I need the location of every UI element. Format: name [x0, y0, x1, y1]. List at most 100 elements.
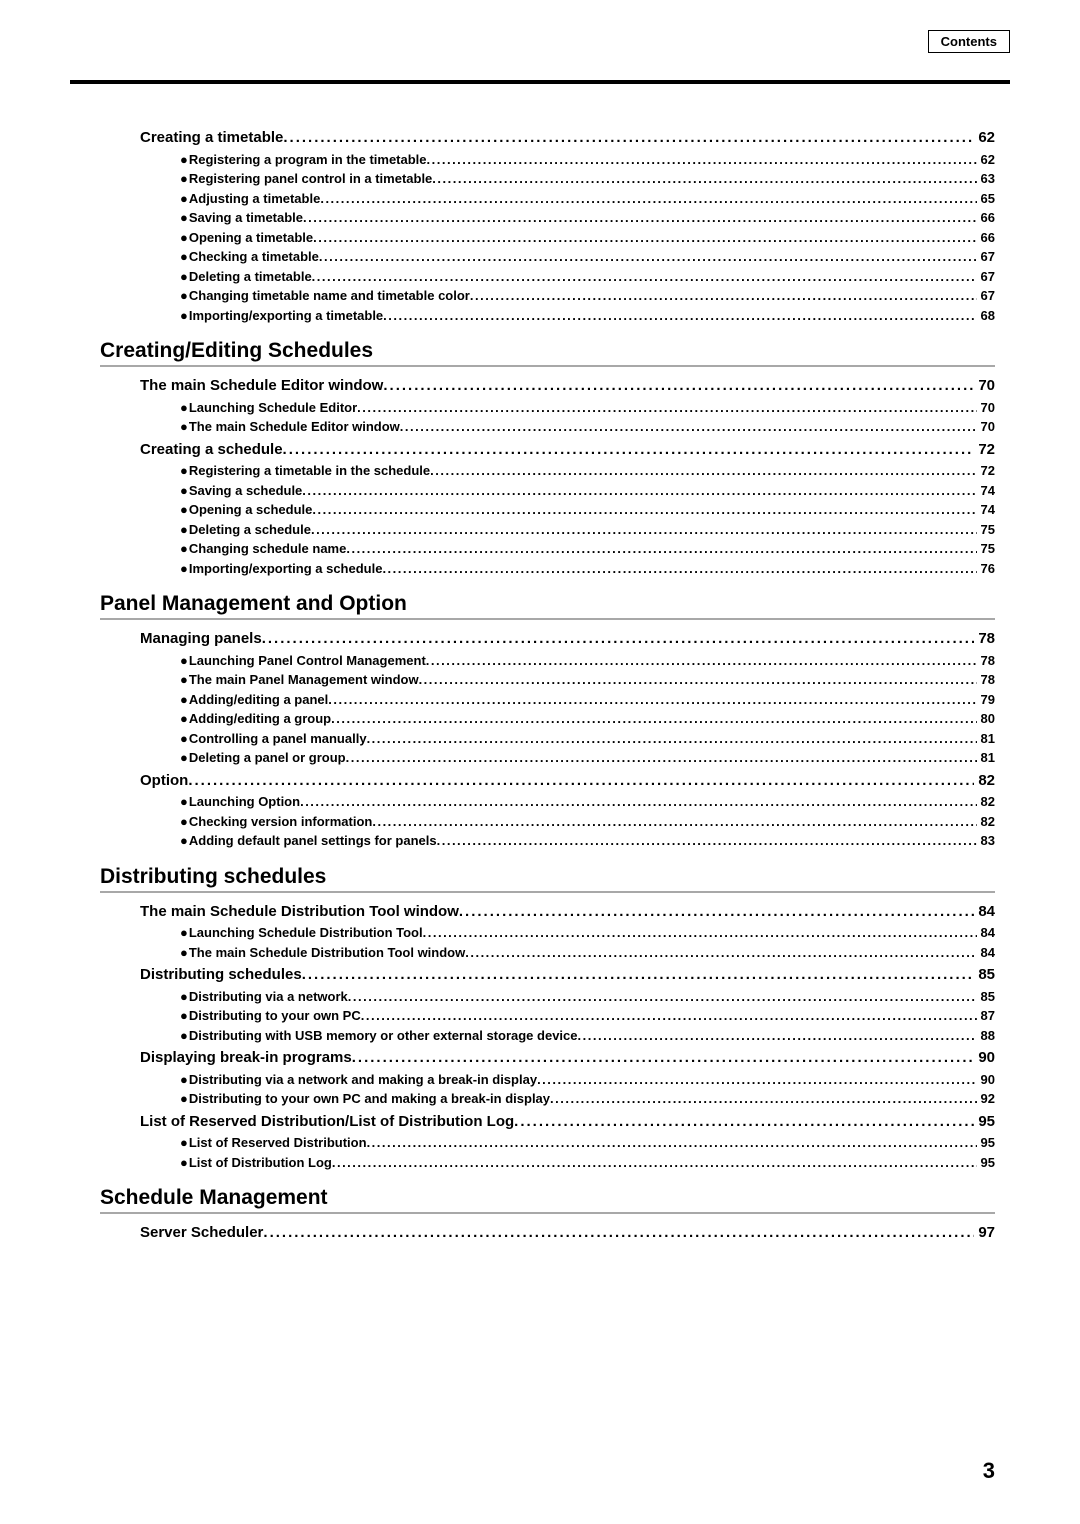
bullet-icon: ● [180, 398, 188, 418]
toc-entry-page: 62 [977, 150, 995, 170]
toc-entry[interactable]: ●List of Reserved Distribution 95 [180, 1133, 995, 1153]
leader-dots [312, 267, 977, 287]
toc-entry[interactable]: Server Scheduler 97 [140, 1222, 995, 1245]
toc-entry[interactable]: ●Deleting a panel or group 81 [180, 748, 995, 768]
toc-entry[interactable]: ●Registering a timetable in the schedule… [180, 461, 995, 481]
toc-entry[interactable]: ●Changing schedule name 75 [180, 539, 995, 559]
toc-entry[interactable]: ●Distributing via a network and making a… [180, 1070, 995, 1090]
section-heading: Distributing schedules [100, 865, 995, 893]
toc-entry-page: 83 [977, 831, 995, 851]
toc-entry[interactable]: ●Registering a program in the timetable … [180, 150, 995, 170]
toc-entry-text: Saving a schedule [189, 481, 302, 501]
leader-dots [320, 189, 976, 209]
header-rule [70, 80, 1010, 84]
toc-entry[interactable]: ●Deleting a timetable 67 [180, 267, 995, 287]
toc-entry[interactable]: ●Adding/editing a group 80 [180, 709, 995, 729]
toc-entry-page: 80 [977, 709, 995, 729]
toc-entry-page: 85 [977, 987, 995, 1007]
toc-entry[interactable]: ●Opening a schedule 74 [180, 500, 995, 520]
toc-entry[interactable]: ●Changing timetable name and timetable c… [180, 286, 995, 306]
bullet-icon: ● [180, 943, 188, 963]
toc-entry-page: 92 [977, 1089, 995, 1109]
toc-entry[interactable]: The main Schedule Distribution Tool wind… [140, 901, 995, 924]
toc-entry-page: 90 [977, 1070, 995, 1090]
toc-entry[interactable]: Option 82 [140, 770, 995, 793]
toc-entry[interactable]: ●Distributing with USB memory or other e… [180, 1026, 995, 1046]
toc-entry[interactable]: Displaying break-in programs 90 [140, 1047, 995, 1070]
toc-entry-page: 66 [977, 208, 995, 228]
leader-dots [514, 1111, 974, 1134]
leader-dots [423, 923, 977, 943]
toc-entry[interactable]: ●Distributing to your own PC 87 [180, 1006, 995, 1026]
toc-entry[interactable]: ●Importing/exporting a timetable 68 [180, 306, 995, 326]
bullet-icon: ● [180, 150, 188, 170]
toc-entry[interactable]: ●The main Schedule Distribution Tool win… [180, 943, 995, 963]
toc-entry-text: Registering a timetable in the schedule [189, 461, 430, 481]
leader-dots [419, 670, 977, 690]
leader-dots [578, 1026, 977, 1046]
toc-entry[interactable]: ●Checking a timetable 67 [180, 247, 995, 267]
toc-entry[interactable]: ●Adjusting a timetable 65 [180, 189, 995, 209]
toc-entry[interactable]: ●Adding/editing a panel 79 [180, 690, 995, 710]
toc-entry-page: 72 [977, 461, 995, 481]
toc-entry[interactable]: ●Controlling a panel manually 81 [180, 729, 995, 749]
toc-entry[interactable]: ●Adding default panel settings for panel… [180, 831, 995, 851]
toc-entry-text: The main Panel Management window [189, 670, 419, 690]
section-heading: Schedule Management [100, 1186, 995, 1214]
toc-entry-page: 74 [977, 500, 995, 520]
toc-entry-text: The main Schedule Editor window [189, 417, 400, 437]
toc-entry[interactable]: ●Registering panel control in a timetabl… [180, 169, 995, 189]
toc-entry-text: List of Reserved Distribution [189, 1133, 367, 1153]
leader-dots [283, 127, 974, 150]
leader-dots [372, 812, 976, 832]
leader-dots [382, 559, 976, 579]
toc-entry[interactable]: ●Deleting a schedule 75 [180, 520, 995, 540]
toc-entry[interactable]: ●Launching Option 82 [180, 792, 995, 812]
toc-entry-text: The main Schedule Editor window [140, 375, 383, 398]
toc-entry[interactable]: ●Saving a schedule 74 [180, 481, 995, 501]
toc-entry-page: 84 [977, 923, 995, 943]
toc-entry-page: 65 [977, 189, 995, 209]
leader-dots [361, 1006, 977, 1026]
page-number: 3 [983, 1458, 995, 1484]
bullet-icon: ● [180, 1133, 188, 1153]
toc-entry-page: 72 [974, 439, 995, 462]
bullet-icon: ● [180, 189, 188, 209]
toc-entry[interactable]: ●Saving a timetable 66 [180, 208, 995, 228]
toc-entry[interactable]: ●Launching Schedule Editor 70 [180, 398, 995, 418]
toc-entry-text: Adjusting a timetable [189, 189, 320, 209]
toc-entry[interactable]: ●Distributing to your own PC and making … [180, 1089, 995, 1109]
toc-entry[interactable]: The main Schedule Editor window 70 [140, 375, 995, 398]
toc-entry[interactable]: ●Launching Schedule Distribution Tool 84 [180, 923, 995, 943]
bullet-icon: ● [180, 1026, 188, 1046]
toc-entry[interactable]: ●Distributing via a network 85 [180, 987, 995, 1007]
toc-entry-text: Adding default panel settings for panels [189, 831, 437, 851]
bullet-icon: ● [180, 748, 188, 768]
toc-entry[interactable]: Managing panels 78 [140, 628, 995, 651]
bullet-icon: ● [180, 286, 188, 306]
toc-entry-text: Changing schedule name [189, 539, 346, 559]
toc-entry-text: Deleting a timetable [189, 267, 312, 287]
toc-entry[interactable]: ●List of Distribution Log 95 [180, 1153, 995, 1173]
toc-entry[interactable]: ●The main Schedule Editor window 70 [180, 417, 995, 437]
toc-entry[interactable]: Distributing schedules 85 [140, 964, 995, 987]
toc-entry-page: 75 [977, 520, 995, 540]
bullet-icon: ● [180, 987, 188, 1007]
toc-entry-text: The main Schedule Distribution Tool wind… [140, 901, 459, 924]
toc-entry[interactable]: Creating a schedule 72 [140, 439, 995, 462]
toc-entry-text: Creating a schedule [140, 439, 283, 462]
toc-entry[interactable]: ●The main Panel Management window 78 [180, 670, 995, 690]
bullet-icon: ● [180, 500, 188, 520]
bullet-icon: ● [180, 709, 188, 729]
toc-entry[interactable]: ●Launching Panel Control Management 78 [180, 651, 995, 671]
toc-entry[interactable]: ●Checking version information 82 [180, 812, 995, 832]
toc-entry-text: Saving a timetable [189, 208, 303, 228]
toc-entry[interactable]: ●Opening a timetable 66 [180, 228, 995, 248]
leader-dots [346, 539, 976, 559]
toc-entry-text: Distributing to your own PC [189, 1006, 361, 1026]
toc-entry[interactable]: List of Reserved Distribution/List of Di… [140, 1111, 995, 1134]
toc-entry[interactable]: Creating a timetable 62 [140, 127, 995, 150]
toc-entry-page: 78 [977, 670, 995, 690]
toc-entry[interactable]: ●Importing/exporting a schedule 76 [180, 559, 995, 579]
toc-entry-text: Distributing via a network [189, 987, 348, 1007]
